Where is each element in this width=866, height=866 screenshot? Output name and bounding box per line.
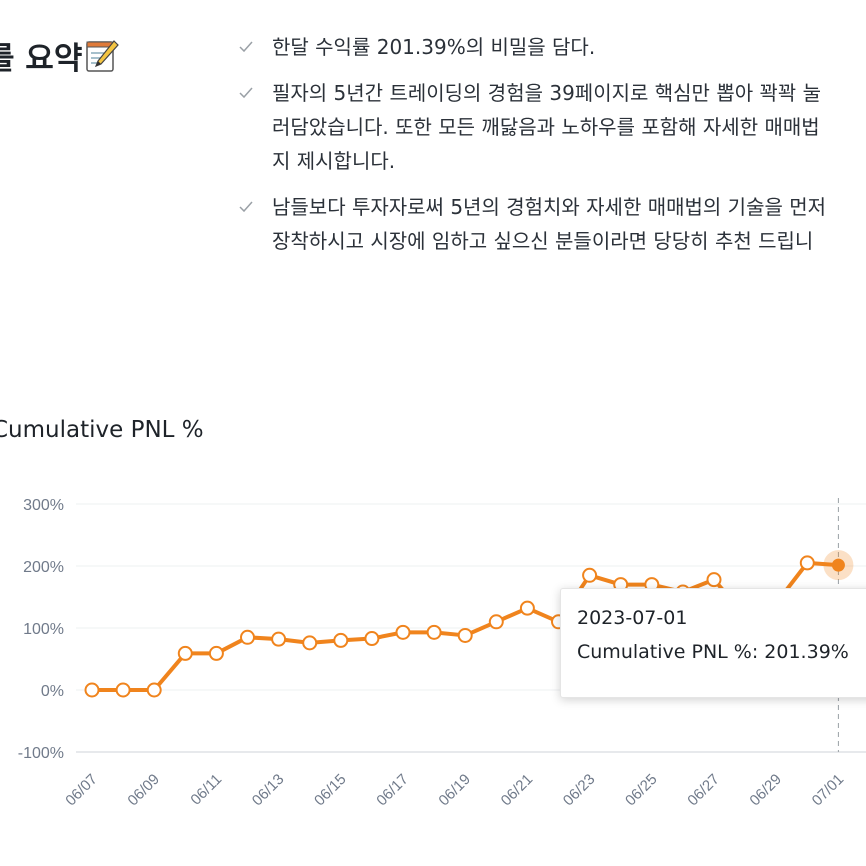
data-point (457, 627, 473, 643)
summary-bullet: 한달 수익률 201.39%의 비밀을 담다. (236, 30, 866, 64)
summary-bullet: 남들보다 투자자로써 5년의 경험치와 자세한 매매법의 기술을 먼저 장착하시… (236, 190, 866, 258)
check-icon (239, 201, 253, 213)
memo-icon (84, 37, 120, 81)
data-point (395, 624, 411, 640)
chart-tooltip: 2023-07-01 Cumulative PNL %: 201.39% (560, 588, 866, 698)
data-point (519, 600, 535, 616)
x-tick-label: 06/07 (62, 771, 101, 810)
y-tick-label: 300% (23, 497, 64, 514)
data-point (488, 614, 504, 630)
data-point (426, 624, 442, 640)
bullet-line: 지 제시합니다. (272, 149, 396, 173)
data-point (177, 645, 193, 661)
x-tick-label: 06/27 (684, 771, 723, 810)
pnl-line-chart: -100% 0% 100% 200% 300% 06/07 06/09 06/11 06/13… (18, 497, 866, 810)
x-tick-label: 07/01 (809, 771, 848, 810)
tooltip-row: Cumulative PNL %: 201.39% (577, 641, 849, 663)
y-tick-label: 0% (41, 683, 64, 700)
check-icon (239, 87, 253, 99)
x-tick-label: 06/11 (187, 771, 225, 809)
tooltip-date: 2023-07-01 (577, 607, 688, 629)
bullet-line: 남들보다 투자자로써 5년의 경험치와 자세한 매매법의 기술을 먼저 (272, 195, 827, 219)
chart-title: Cumulative PNL % (0, 417, 204, 443)
data-point-highlighted (831, 558, 845, 572)
data-point (115, 682, 131, 698)
x-tick-label: 06/21 (498, 771, 537, 810)
data-point (146, 682, 162, 698)
summary-bullets: 한달 수익률 201.39%의 비밀을 담다. 필자의 5년간 트레이딩의 경험… (236, 30, 866, 270)
y-axis: -100% 0% 100% 200% 300% (18, 497, 64, 762)
bullet-line: 장착하시고 시장에 임하고 싶으신 분들이라면 당당히 추천 드립니 (272, 229, 814, 253)
data-point (799, 555, 815, 571)
x-tick-label: 06/29 (746, 771, 785, 810)
data-point (333, 632, 349, 648)
data-point (240, 629, 255, 645)
x-tick-label: 06/25 (622, 771, 661, 810)
data-point (302, 635, 318, 651)
summary-heading-text: 를 요약 (0, 41, 83, 77)
data-point (706, 572, 722, 588)
x-tick-label: 06/13 (249, 771, 288, 810)
data-point (84, 682, 100, 698)
check-icon (239, 41, 253, 53)
bullet-line: 러담았습니다. 또한 모든 깨닳음과 노하우를 포함해 자세한 매매법 (272, 115, 820, 139)
x-tick-label: 06/19 (435, 771, 474, 810)
y-tick-label: 100% (23, 621, 64, 638)
x-tick-label: 06/15 (311, 771, 350, 810)
data-point (364, 631, 380, 647)
summary-bullet: 필자의 5년간 트레이딩의 경험을 39페이지로 핵심만 뽑아 꽉꽉 눌 러담았… (236, 76, 866, 178)
data-point (271, 631, 287, 647)
x-axis: 06/07 06/09 06/11 06/13 06/15 06/17 06/19 06/21… (62, 771, 847, 810)
bullet-line: 한달 수익률 201.39%의 비밀을 담다. (272, 35, 596, 59)
y-tick-label: -100% (18, 745, 64, 762)
x-tick-label: 06/09 (124, 771, 163, 810)
data-point (582, 567, 598, 583)
summary-heading: 를 요약 (0, 33, 120, 81)
tooltip-series-label: Cumulative PNL % (577, 641, 752, 663)
x-tick-label: 06/23 (560, 771, 599, 810)
y-tick-label: 200% (23, 559, 64, 576)
x-tick-label: 06/17 (373, 771, 412, 810)
data-point (208, 645, 224, 661)
tooltip-value: 201.39% (764, 641, 849, 663)
bullet-line: 필자의 5년간 트레이딩의 경험을 39페이지로 핵심만 뽑아 꽉꽉 눌 (272, 81, 822, 105)
